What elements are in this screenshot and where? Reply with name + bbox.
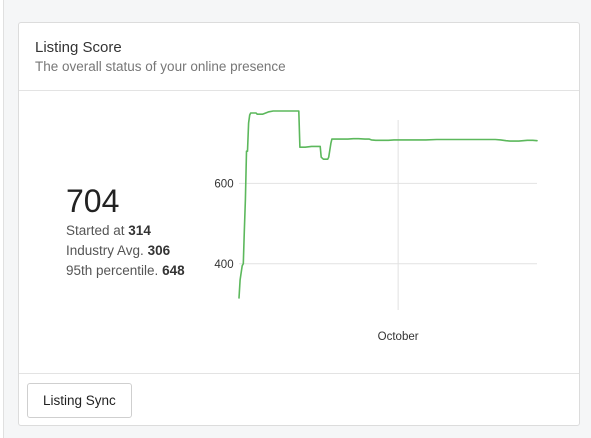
listing-sync-button[interactable]: Listing Sync [27,383,132,418]
score-summary: 704 Started at 314 Industry Avg. 306 95t… [66,181,185,281]
started-at-value: 314 [128,223,151,238]
started-at-label: Started at [66,223,129,238]
left-panel-edge [0,0,4,438]
x-tick-label: October [378,331,419,343]
card-title: Listing Score [35,39,122,56]
started-at-line: Started at 314 [66,221,185,241]
score-line [238,110,538,299]
percentile-line: 95th percentile. 648 [66,261,185,281]
industry-avg-label: Industry Avg. [66,243,148,258]
card-footer: Listing Sync [19,373,579,425]
score-history-chart: 400 600 October [214,110,538,343]
card-header: Listing Score The overall status of your… [19,23,579,91]
y-tick-label: 400 [214,259,233,271]
percentile-value: 648 [162,263,185,278]
current-score: 704 [66,183,120,219]
card-subtitle: The overall status of your online presen… [35,59,286,74]
industry-avg-value: 306 [147,243,171,258]
y-tick-label: 600 [214,178,233,190]
industry-avg-line: Industry Avg. 306 [66,241,185,261]
listing-score-card: Listing Score The overall status of your… [18,22,580,426]
percentile-label: 95th percentile. [66,263,163,278]
